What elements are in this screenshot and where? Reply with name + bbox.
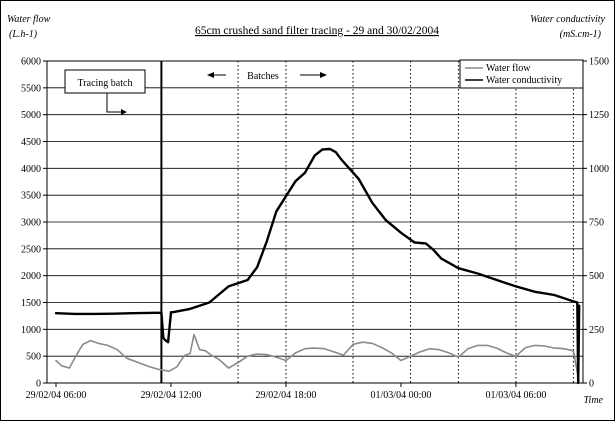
- x-tick-label: 29/02/04 12:00: [141, 390, 202, 401]
- y-left-tick-label: 4500: [21, 137, 41, 148]
- legend-box: [459, 59, 584, 89]
- y-left-tick-label: 2500: [21, 244, 41, 255]
- legend-conductivity-label: Water conductivity: [486, 75, 562, 86]
- x-axis-label: Time: [584, 395, 604, 406]
- water-conductivity-line: [54, 147, 581, 385]
- y-right-label-line1: Water conductivity: [530, 14, 605, 25]
- tracing-batch-label: Tracing batch: [78, 78, 133, 89]
- y-left-tick-label: 2000: [21, 271, 41, 282]
- y-right-tick-label: 1250: [589, 110, 609, 121]
- y-left-tick-label: 1500: [21, 298, 41, 309]
- water-flow-line: [55, 333, 581, 384]
- series-lines: [54, 147, 581, 385]
- y-left-tick-label: 4000: [21, 164, 41, 175]
- x-tick-label: 29/02/04 18:00: [256, 390, 317, 401]
- chart-title: 65cm crushed sand filter tracing - 29 an…: [195, 25, 439, 37]
- tracing-batch-arrow: [106, 93, 123, 113]
- tracing-batch-arrowhead: [121, 109, 127, 115]
- axis-ticks: 0500100015002000250030003500400045005000…: [21, 57, 609, 402]
- y-left-tick-label: 500: [26, 352, 41, 363]
- y-left-tick-label: 0: [36, 379, 41, 390]
- y-left-tick-label: 5500: [21, 83, 41, 94]
- y-right-tick-label: 1500: [589, 57, 609, 68]
- x-tick-label: 29/02/04 06:00: [26, 390, 87, 401]
- y-right-label-line2: (mS.cm-1): [560, 29, 602, 40]
- y-right-tick-label: 750: [589, 218, 604, 229]
- y-left-tick-label: 3000: [21, 218, 41, 229]
- y-left-tick-label: 1000: [21, 325, 41, 336]
- y-left-tick-label: 5000: [21, 110, 41, 121]
- y-left-tick-label: 6000: [21, 57, 41, 68]
- batches-arrow-left-head: [207, 72, 214, 78]
- y-right-tick-label: 0: [589, 379, 594, 390]
- batches-label: Batches: [247, 71, 279, 82]
- x-tick-label: 01/03/04 00:00: [371, 390, 432, 401]
- legend-flow-label: Water flow: [486, 63, 531, 74]
- y-left-tick-label: 3500: [21, 191, 41, 202]
- y-right-tick-label: 1000: [589, 164, 609, 175]
- y-left-label-line1: Water flow: [7, 14, 51, 25]
- grid: [47, 87, 583, 357]
- x-tick-label: 01/03/04 06:00: [486, 390, 547, 401]
- batches-arrow-right-head: [320, 72, 327, 78]
- batch-lines: [160, 61, 574, 383]
- tracing-batch-box: [64, 69, 146, 94]
- y-left-label-line2: (L.h-1): [9, 29, 38, 40]
- y-right-tick-label: 500: [589, 271, 604, 282]
- y-right-tick-label: 250: [589, 325, 604, 336]
